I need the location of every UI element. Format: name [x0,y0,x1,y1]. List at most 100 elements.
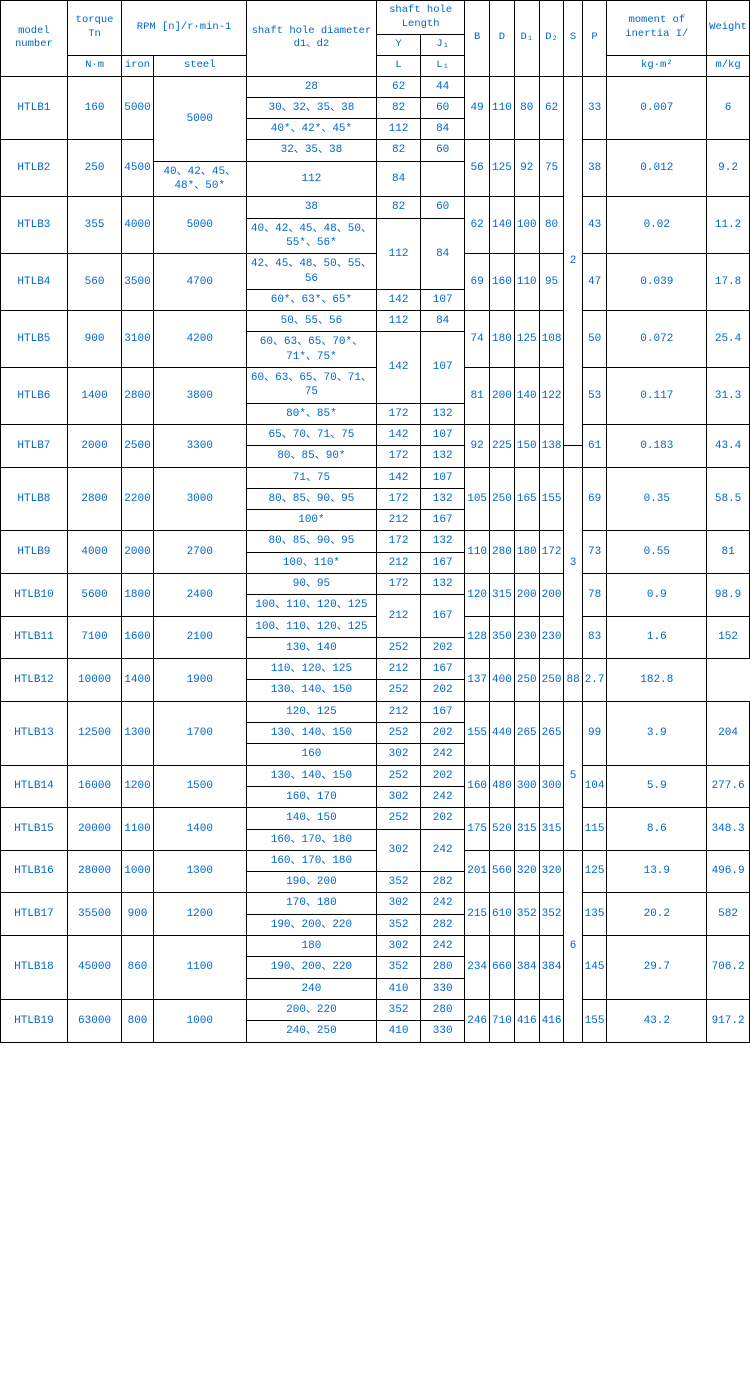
cell: HTLB19 [1,999,68,1042]
cell: 3300 [153,424,246,467]
cell: 160、170、180 [246,850,376,871]
table-row: HTLB59003100420050、55、561128474180125108… [1,311,750,332]
cell: 107 [421,467,465,488]
cell: 110 [514,254,539,311]
cell: 84 [377,161,421,197]
cell: 1200 [153,893,246,936]
cell: HTLB17 [1,893,68,936]
cell: 1100 [122,808,153,851]
cell: HTLB13 [1,701,68,765]
cell: 384 [539,936,564,1000]
cell: 122 [539,368,564,425]
cell: 330 [421,978,465,999]
cell: 202 [421,808,465,829]
cell: 6 [707,76,750,140]
cell: 32、35、38 [246,140,376,161]
hdr-torque: torque Tn [67,1,121,56]
cell: 250 [539,659,564,702]
cell: 78 [582,573,607,616]
cell: 58.5 [707,467,750,531]
cell: 84 [421,218,465,289]
cell: 35500 [67,893,121,936]
cell: 212 [377,552,421,573]
cell: 2800 [122,368,153,425]
cell: 160 [67,76,121,140]
table-row: HTLB828002200300071、75142107105250165155… [1,467,750,488]
cell: 112 [377,119,421,140]
cell: 16000 [67,765,121,808]
cell: 167 [421,510,465,531]
table-row: HTLB614002800380060、63、65、70、71、75812001… [1,368,750,404]
cell: 2700 [153,531,246,574]
cell: 107 [421,289,465,310]
cell: HTLB3 [1,197,68,254]
hdr-J1: J₁ [421,35,465,56]
cell: 2200 [122,467,153,531]
cell: 350 [490,616,515,659]
cell: 1900 [153,659,246,702]
cell: 137 [465,659,490,702]
cell: 0.9 [607,573,707,616]
cell: 582 [707,893,750,936]
cell: 5.9 [607,765,707,808]
cell: 246 [465,999,490,1042]
cell: 320 [514,850,539,893]
cell: 28000 [67,850,121,893]
cell: 60、63、65、70*、71*、75* [246,332,376,368]
cell: 200 [490,368,515,425]
hdr-S: S [564,1,582,77]
cell: 280 [421,957,465,978]
cell: 132 [421,573,465,594]
cell: 610 [490,893,515,936]
hdr-D: D [490,1,515,77]
hdr-D1: D₁ [514,1,539,77]
table-row: HTLB162800010001300160、170、1802015603203… [1,850,750,871]
cell: 225 [490,424,515,467]
cell: 5 [564,701,582,850]
cell: 330 [421,1021,465,1042]
cell: 12500 [67,701,121,765]
cell: 5000 [153,76,246,161]
cell: 60、63、65、70、71、75 [246,368,376,404]
hdr-L1: L₁ [421,55,465,76]
cell: 1100 [153,936,246,1000]
cell: 282 [421,872,465,893]
cell: 2000 [122,531,153,574]
cell: HTLB12 [1,659,68,702]
cell: 3100 [122,311,153,368]
cell: 69 [582,467,607,531]
hdr-weight: Weight [707,1,750,56]
cell: 0.02 [607,197,707,254]
cell: 152 [707,616,750,659]
cell: 440 [490,701,515,765]
cell: 252 [377,765,421,786]
cell: 3500 [122,254,153,311]
cell: 105 [465,467,490,531]
cell: 80*、85* [246,403,376,424]
hdr-steel: steel [153,55,246,76]
cell: 172 [539,531,564,574]
cell: 3800 [153,368,246,425]
cell: 62 [465,197,490,254]
cell: 140 [490,197,515,254]
cell: 74 [465,311,490,368]
cell: 900 [67,311,121,368]
cell: 190、200、220 [246,914,376,935]
cell: 400 [490,659,515,702]
cell: 182.8 [607,659,707,702]
cell: 410 [377,978,421,999]
cell: HTLB4 [1,254,68,311]
cell: 104 [582,765,607,808]
cell: 80、85、90、95 [246,531,376,552]
cell: 315 [539,808,564,851]
cell: 252 [377,637,421,658]
cell: 2 [564,76,582,446]
cell: 212 [377,595,421,638]
cell: 130、140、150 [246,723,376,744]
hdr-B: B [465,1,490,77]
cell: 710 [490,999,515,1042]
cell: 302 [377,893,421,914]
cell: HTLB11 [1,616,68,659]
cell: 900 [122,893,153,936]
cell: 0.072 [607,311,707,368]
